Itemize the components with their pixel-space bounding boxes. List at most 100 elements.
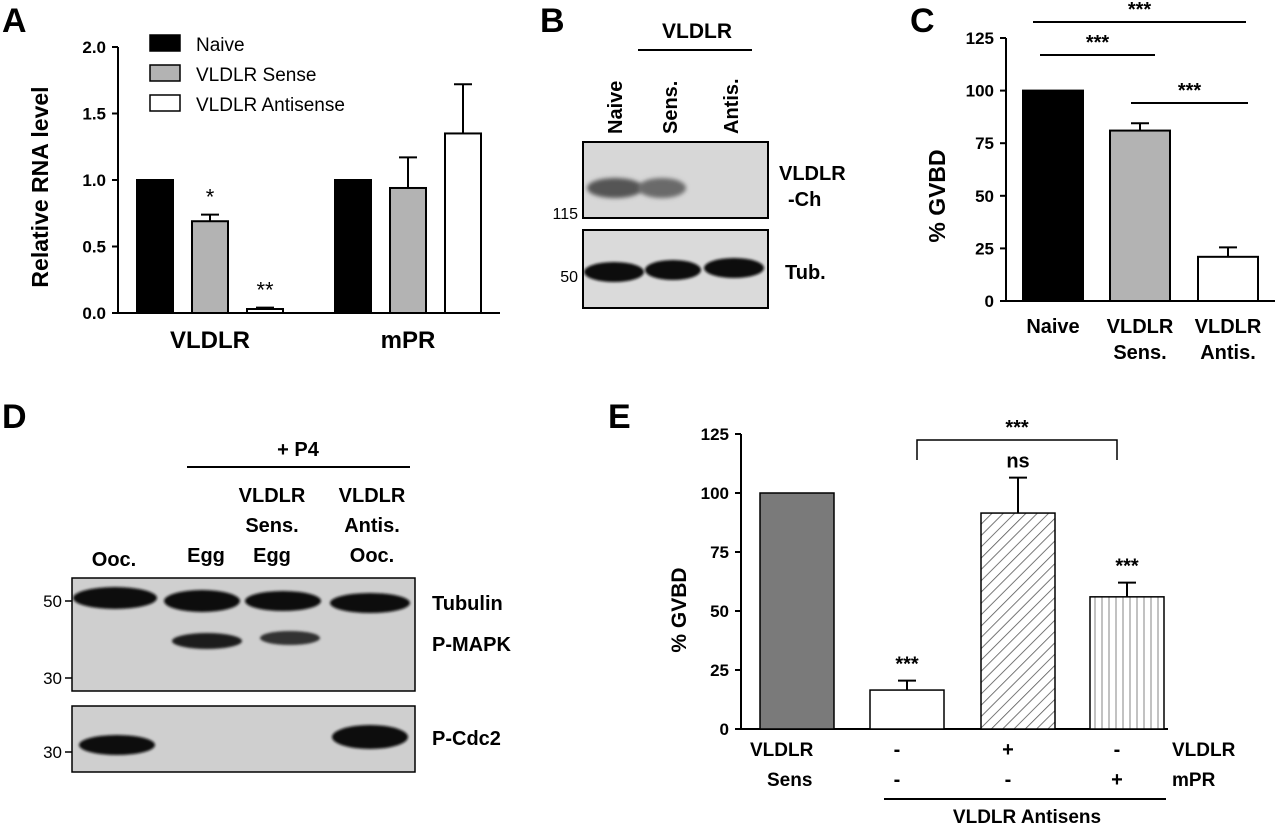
blot-d-lane-antis-l3: Ooc.	[350, 545, 394, 567]
bar	[1109, 129, 1171, 302]
x-tick-label: Sens.	[1113, 342, 1166, 364]
row1-marker: -	[1114, 739, 1121, 761]
panel-a: A Relative RNA level 0.0 0.5 1.0 1.5 2.0 VLDL…	[2, 2, 500, 354]
bar	[191, 220, 229, 314]
blot-b-band-ch: -Ch	[788, 189, 821, 211]
blot-d-marker-30-top: 30	[43, 669, 62, 688]
bar	[1197, 255, 1259, 303]
bar	[980, 512, 1056, 730]
x-tick-label: VLDLR	[1195, 316, 1262, 338]
legend-label-antisense: VLDLR Antisense	[196, 95, 345, 116]
blot-d-lane-sense-l2: Sens.	[245, 515, 298, 537]
significance-label: ***	[1178, 80, 1202, 102]
significance-label: ***	[1086, 32, 1110, 54]
blot-d-band-pcdc2: P-Cdc2	[432, 728, 501, 750]
axis-ylabel-c: % GVBD	[924, 149, 950, 242]
band-pcdc2-antis	[332, 725, 408, 749]
blot-d-band-pmapk: P-MAPK	[432, 634, 511, 656]
band-tubulin-ooc	[73, 587, 157, 609]
band-tub-antisense	[704, 258, 764, 278]
row1-marker: -	[894, 739, 901, 761]
blot-b-marker-115: 115	[552, 206, 578, 223]
bar	[1022, 89, 1084, 302]
blot-d-lane-egg: Egg	[187, 545, 225, 567]
legend-swatch-naive	[149, 34, 181, 52]
chart-e-plot: 0 25 50 75 100 125 *** - - ns + - *** - + ***	[701, 417, 1168, 791]
blot-d-lane-ooc: Ooc.	[92, 549, 136, 571]
blot-b-band-tub: Tub.	[785, 262, 826, 284]
blot-d-band-tubulin: Tubulin	[432, 593, 503, 615]
y-tick-label: 25	[975, 239, 994, 258]
panel-letter-d: D	[2, 398, 27, 436]
band-pcdc2-ooc	[79, 735, 155, 755]
row1-marker: +	[1002, 739, 1014, 761]
blot-b-bottom	[582, 229, 769, 309]
bar	[444, 132, 482, 314]
x-group-label: mPR	[381, 327, 436, 354]
blot-d-lane-antis-l2: Antis.	[344, 515, 400, 537]
panel-c: C % GVBD 0 25 50 75 100 125 Naive VLDLR Sens. VLD…	[910, 0, 1275, 364]
y-tick-label: 1.0	[82, 171, 106, 190]
bar	[759, 492, 835, 730]
y-tick-label: 100	[966, 82, 994, 101]
axis-ylabel-a: Relative RNA level	[27, 86, 53, 287]
band-tub-naive	[584, 262, 644, 282]
band-pmapk-egg	[172, 633, 242, 649]
blot-d-lane-sense-l1: VLDLR	[239, 485, 306, 507]
e-rowlabel-mpr-right: mPR	[1172, 770, 1216, 791]
legend-swatch-antisense	[149, 94, 181, 112]
blot-d-header: + P4	[277, 439, 320, 461]
legend-swatch-sense	[149, 64, 181, 82]
blot-b-header: VLDLR	[662, 20, 732, 43]
y-tick-label: 2.0	[82, 38, 106, 57]
bar-label: ***	[895, 654, 919, 676]
blot-d-lane-antis-l1: VLDLR	[339, 485, 406, 507]
e-rowlabel-sens-left: Sens	[767, 770, 812, 791]
band-vldlr-sense	[638, 178, 686, 198]
x-tick-label: Antis.	[1200, 342, 1256, 364]
row2-marker: +	[1111, 769, 1123, 791]
e-rowlabel-vldlr-right: VLDLR	[1172, 740, 1236, 761]
bracket-label: ***	[1005, 417, 1029, 439]
blot-d-marker-50: 50	[43, 592, 62, 611]
y-tick-label: 25	[710, 661, 729, 680]
blot-b-band-vldlr: VLDLR	[779, 163, 846, 185]
band-pmapk-sense	[260, 631, 320, 645]
y-tick-label: 75	[710, 543, 729, 562]
band-vldlr-naive	[587, 178, 643, 198]
bar	[136, 179, 174, 314]
significance-label: *	[206, 185, 215, 210]
axis-ylabel-e: % GVBD	[668, 567, 691, 652]
blot-b-marker-50: 50	[560, 269, 578, 286]
blot-d-lane-sense-l3: Egg	[253, 545, 291, 567]
x-tick-label: Naive	[1026, 316, 1079, 338]
e-rowlabel-vldlr-left: VLDLR	[750, 740, 814, 761]
panel-letter-e: E	[608, 398, 631, 436]
panel-e: E % GVBD 0255075100125***--ns+-***-+*** …	[608, 398, 1236, 828]
significance-label: **	[256, 278, 274, 303]
y-tick-label: 1.5	[82, 105, 106, 124]
y-tick-label: 125	[701, 425, 729, 444]
blot-b-top	[582, 141, 769, 219]
significance-bracket	[916, 439, 1118, 460]
band-tubulin-sense	[245, 591, 321, 611]
y-tick-label: 75	[975, 134, 994, 153]
panel-letter-b: B	[540, 2, 565, 40]
bar	[246, 308, 284, 315]
y-tick-label: 50	[975, 187, 994, 206]
panel-d: D + P4 Ooc. Egg VLDLR Sens. Egg VLDLR An…	[2, 398, 511, 773]
row2-marker: -	[894, 769, 901, 791]
band-tub-sense	[645, 260, 701, 280]
row2-marker: -	[1005, 769, 1012, 791]
bar	[869, 689, 945, 730]
y-tick-label: 100	[701, 484, 729, 503]
y-tick-label: 0.5	[82, 238, 106, 257]
y-tick-label: 0	[720, 720, 729, 739]
legend-label-naive: Naive	[196, 35, 245, 56]
blot-b-lane-sense: Sens.	[660, 81, 682, 134]
band-tubulin-antis	[330, 593, 410, 613]
legend-label-sense: VLDLR Sense	[196, 65, 316, 86]
significance-label: ***	[1128, 0, 1152, 21]
